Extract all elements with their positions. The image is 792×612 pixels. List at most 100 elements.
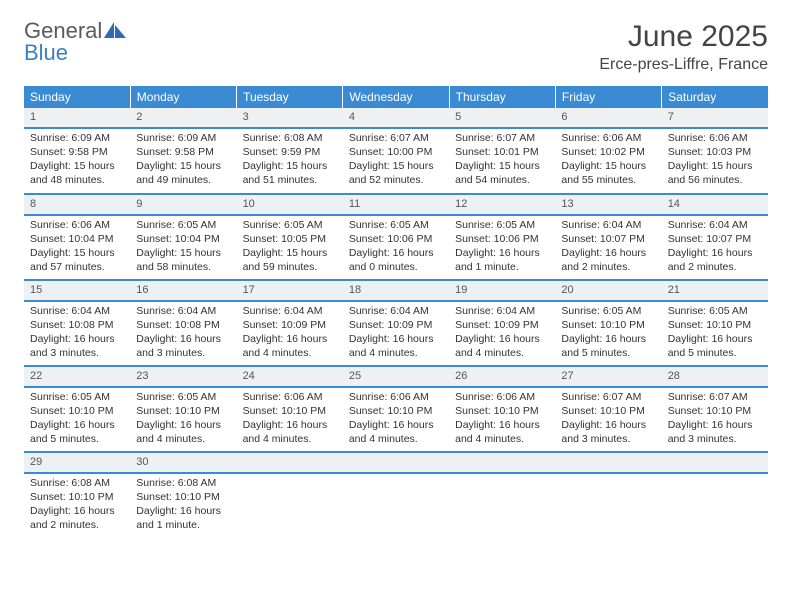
weekday-header: Sunday — [24, 86, 130, 108]
day-detail-line: Sunrise: 6:06 AM — [668, 131, 762, 145]
calendar-week-row: 22 Sunrise: 6:05 AM Sunset: 10:10 PM Daylig… — [24, 366, 768, 452]
day-detail-line: Sunset: 10:10 PM — [668, 404, 762, 418]
day-details: Sunrise: 6:04 AMSunset: 10:07 PMDaylight… — [555, 218, 661, 279]
day-detail-line: Daylight: 16 hours — [30, 418, 124, 432]
day-detail-line: and 3 minutes. — [561, 432, 655, 446]
day-detail-line: Sunrise: 6:04 AM — [243, 304, 337, 318]
day-number: 19 — [449, 281, 555, 302]
day-detail-line: Daylight: 15 hours — [30, 159, 124, 173]
day-number: 12 — [449, 195, 555, 216]
day-number: 18 — [343, 281, 449, 302]
day-number: 29 — [24, 453, 130, 474]
day-number: 28 — [662, 367, 768, 388]
day-number: 1 — [24, 108, 130, 129]
day-detail-line: Daylight: 16 hours — [455, 332, 549, 346]
weekday-header: Saturday — [662, 86, 768, 108]
day-detail-line: Sunset: 10:09 PM — [349, 318, 443, 332]
calendar-day-cell: 12Sunrise: 6:05 AMSunset: 10:06 PMDaylig… — [449, 194, 555, 280]
day-number: 2 — [130, 108, 236, 129]
calendar-day-cell: 5Sunrise: 6:07 AMSunset: 10:01 PMDayligh… — [449, 108, 555, 194]
day-detail-line: Sunrise: 6:04 AM — [349, 304, 443, 318]
day-detail-line: and 2 minutes. — [561, 260, 655, 274]
day-detail-line: Daylight: 16 hours — [30, 504, 124, 518]
day-detail-line: and 59 minutes. — [243, 260, 337, 274]
calendar-day-cell: 28Sunrise: 6:07 AMSunset: 10:10 PMDaylig… — [662, 366, 768, 452]
month-title: June 2025 — [599, 20, 768, 54]
day-detail-line: Sunrise: 6:04 AM — [561, 218, 655, 232]
calendar-table: Sunday Monday Tuesday Wednesday Thursday… — [24, 86, 768, 538]
weekday-header: Monday — [130, 86, 236, 108]
day-details: Sunrise: 6:04 AMSunset: 10:08 PMDaylight… — [24, 304, 130, 365]
day-details: Sunrise: 6:08 AMSunset: 10:10 PMDaylight… — [130, 476, 236, 537]
calendar-day-cell: 9Sunrise: 6:05 AMSunset: 10:04 PMDayligh… — [130, 194, 236, 280]
day-detail-line: and 4 minutes. — [455, 432, 549, 446]
day-detail-line: Sunset: 10:02 PM — [561, 145, 655, 159]
calendar-day-cell: . — [449, 452, 555, 538]
day-number-empty: . — [343, 453, 449, 474]
day-detail-line: Sunrise: 6:06 AM — [243, 390, 337, 404]
calendar-week-row: 8Sunrise: 6:06 AMSunset: 10:04 PMDayligh… — [24, 194, 768, 280]
day-detail-line: Sunrise: 6:06 AM — [561, 131, 655, 145]
day-detail-line: and 51 minutes. — [243, 173, 337, 187]
calendar-day-cell: 27Sunrise: 6:07 AMSunset: 10:10 PMDaylig… — [555, 366, 661, 452]
day-detail-line: Sunrise: 6:07 AM — [668, 390, 762, 404]
day-detail-line: Sunrise: 6:05 AM — [349, 218, 443, 232]
day-detail-line: Daylight: 16 hours — [668, 246, 762, 260]
day-detail-line: and 1 minute. — [455, 260, 549, 274]
day-number: 3 — [237, 108, 343, 129]
day-details: Sunrise: 6:06 AMSunset: 10:10 PMDaylight… — [343, 390, 449, 451]
day-details: Sunrise: 6:08 AMSunset: 10:10 PMDaylight… — [24, 476, 130, 537]
day-detail-line: and 58 minutes. — [136, 260, 230, 274]
day-detail-line: Sunrise: 6:05 AM — [136, 390, 230, 404]
calendar-day-cell: 29Sunrise: 6:08 AMSunset: 10:10 PMDaylig… — [24, 452, 130, 538]
day-detail-line: Daylight: 15 hours — [561, 159, 655, 173]
day-detail-line: Sunrise: 6:07 AM — [455, 131, 549, 145]
calendar-week-row: 29Sunrise: 6:08 AMSunset: 10:10 PMDaylig… — [24, 452, 768, 538]
day-detail-line: Sunset: 10:10 PM — [455, 404, 549, 418]
day-detail-line: Daylight: 16 hours — [561, 332, 655, 346]
day-detail-line: Sunset: 10:10 PM — [561, 318, 655, 332]
day-detail-line: and 3 minutes. — [136, 346, 230, 360]
day-detail-line: Sunrise: 6:04 AM — [30, 304, 124, 318]
day-number: 17 — [237, 281, 343, 302]
day-number: 22 — [24, 367, 130, 388]
day-number: 10 — [237, 195, 343, 216]
calendar-day-cell: 14Sunrise: 6:04 AMSunset: 10:07 PMDaylig… — [662, 194, 768, 280]
day-detail-line: Sunset: 9:58 PM — [136, 145, 230, 159]
day-number-empty: . — [555, 453, 661, 474]
day-detail-line: and 4 minutes. — [349, 432, 443, 446]
day-detail-line: and 49 minutes. — [136, 173, 230, 187]
day-detail-line: Sunrise: 6:04 AM — [136, 304, 230, 318]
day-detail-line: Sunrise: 6:06 AM — [30, 218, 124, 232]
day-number: 13 — [555, 195, 661, 216]
calendar-day-cell: . — [343, 452, 449, 538]
day-number: 23 — [130, 367, 236, 388]
day-detail-line: and 4 minutes. — [243, 346, 337, 360]
calendar-day-cell: 19Sunrise: 6:04 AMSunset: 10:09 PMDaylig… — [449, 280, 555, 366]
day-detail-line: and 5 minutes. — [668, 346, 762, 360]
location: Erce-pres-Liffre, France — [599, 56, 768, 74]
day-detail-line: Sunset: 10:10 PM — [136, 490, 230, 504]
day-detail-line: Sunset: 10:09 PM — [243, 318, 337, 332]
header: General Blue June 2025 Erce-pres-Liffre,… — [24, 20, 768, 74]
calendar-day-cell: 1Sunrise: 6:09 AMSunset: 9:58 PMDaylight… — [24, 108, 130, 194]
day-number: 16 — [130, 281, 236, 302]
day-detail-line: Sunset: 10:10 PM — [243, 404, 337, 418]
day-number-empty: . — [237, 453, 343, 474]
brand-bottom: Blue — [24, 40, 68, 65]
day-detail-line: and 4 minutes. — [136, 432, 230, 446]
day-detail-line: Daylight: 15 hours — [30, 246, 124, 260]
day-detail-line: Sunset: 10:07 PM — [561, 232, 655, 246]
day-detail-line: Sunset: 10:04 PM — [30, 232, 124, 246]
day-detail-line: Sunrise: 6:04 AM — [668, 218, 762, 232]
title-block: June 2025 Erce-pres-Liffre, France — [599, 20, 768, 74]
day-detail-line: Sunset: 9:58 PM — [30, 145, 124, 159]
day-detail-line: Sunrise: 6:08 AM — [30, 476, 124, 490]
day-detail-line: Daylight: 16 hours — [561, 246, 655, 260]
day-detail-line: and 5 minutes. — [30, 432, 124, 446]
day-number: 14 — [662, 195, 768, 216]
brand-logo: General Blue — [24, 20, 126, 64]
day-detail-line: Sunset: 10:03 PM — [668, 145, 762, 159]
day-detail-line: Daylight: 16 hours — [561, 418, 655, 432]
day-detail-line: Sunset: 10:01 PM — [455, 145, 549, 159]
